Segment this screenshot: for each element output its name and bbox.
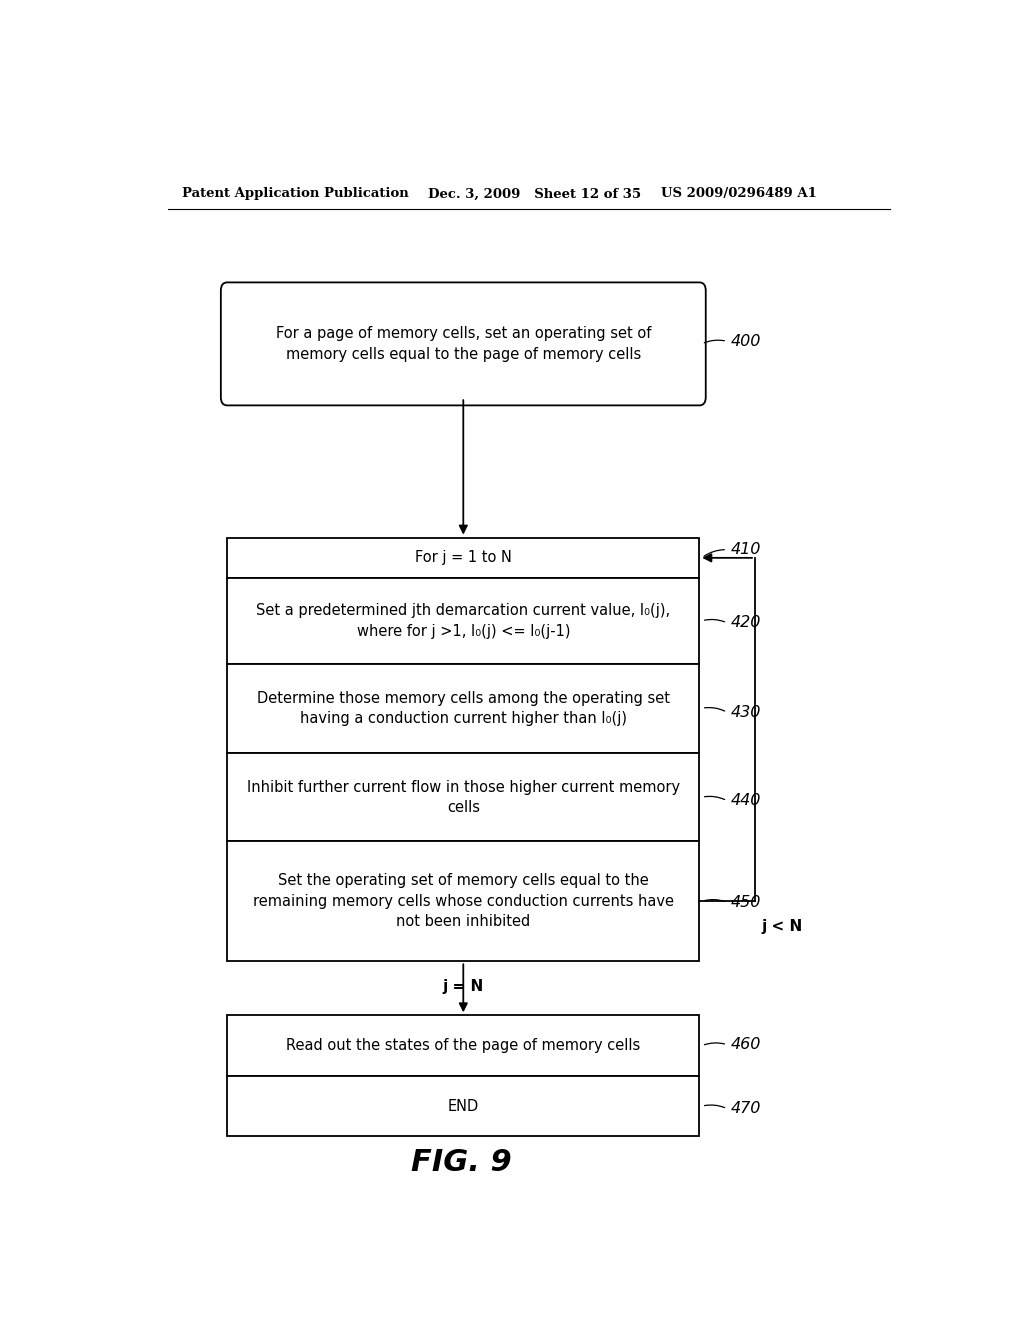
Text: Patent Application Publication: Patent Application Publication <box>182 187 409 201</box>
FancyBboxPatch shape <box>221 282 706 405</box>
Text: 470: 470 <box>731 1101 762 1117</box>
Bar <box>227 841 699 961</box>
Text: 440: 440 <box>731 793 762 808</box>
Text: 410: 410 <box>731 543 762 557</box>
Text: Set the operating set of memory cells equal to the
remaining memory cells whose : Set the operating set of memory cells eq… <box>253 874 674 929</box>
Text: For a page of memory cells, set an operating set of
memory cells equal to the pa: For a page of memory cells, set an opera… <box>275 326 651 362</box>
Bar <box>227 537 699 578</box>
Text: Read out the states of the page of memory cells: Read out the states of the page of memor… <box>286 1039 640 1053</box>
Text: END: END <box>447 1098 479 1114</box>
Text: Determine those memory cells among the operating set
having a conduction current: Determine those memory cells among the o… <box>257 690 670 726</box>
Bar <box>227 1015 699 1076</box>
Text: 450: 450 <box>731 895 762 909</box>
Bar <box>227 1076 699 1137</box>
Text: US 2009/0296489 A1: US 2009/0296489 A1 <box>662 187 817 201</box>
Text: For j = 1 to N: For j = 1 to N <box>415 550 512 565</box>
Text: j < N: j < N <box>761 919 803 935</box>
Text: 430: 430 <box>731 705 762 719</box>
Text: Set a predetermined jth demarcation current value, I₀(j),
where for j >1, I₀(j) : Set a predetermined jth demarcation curr… <box>256 603 671 639</box>
Text: Inhibit further current flow in those higher current memory
cells: Inhibit further current flow in those hi… <box>247 780 680 814</box>
Text: Dec. 3, 2009   Sheet 12 of 35: Dec. 3, 2009 Sheet 12 of 35 <box>428 187 641 201</box>
Bar <box>227 752 699 841</box>
Text: FIG. 9: FIG. 9 <box>411 1148 512 1177</box>
Text: 460: 460 <box>731 1038 762 1052</box>
Text: 400: 400 <box>731 334 762 348</box>
Bar <box>227 664 699 752</box>
Text: j = N: j = N <box>442 979 484 994</box>
Text: 420: 420 <box>731 615 762 631</box>
Bar <box>227 578 699 664</box>
